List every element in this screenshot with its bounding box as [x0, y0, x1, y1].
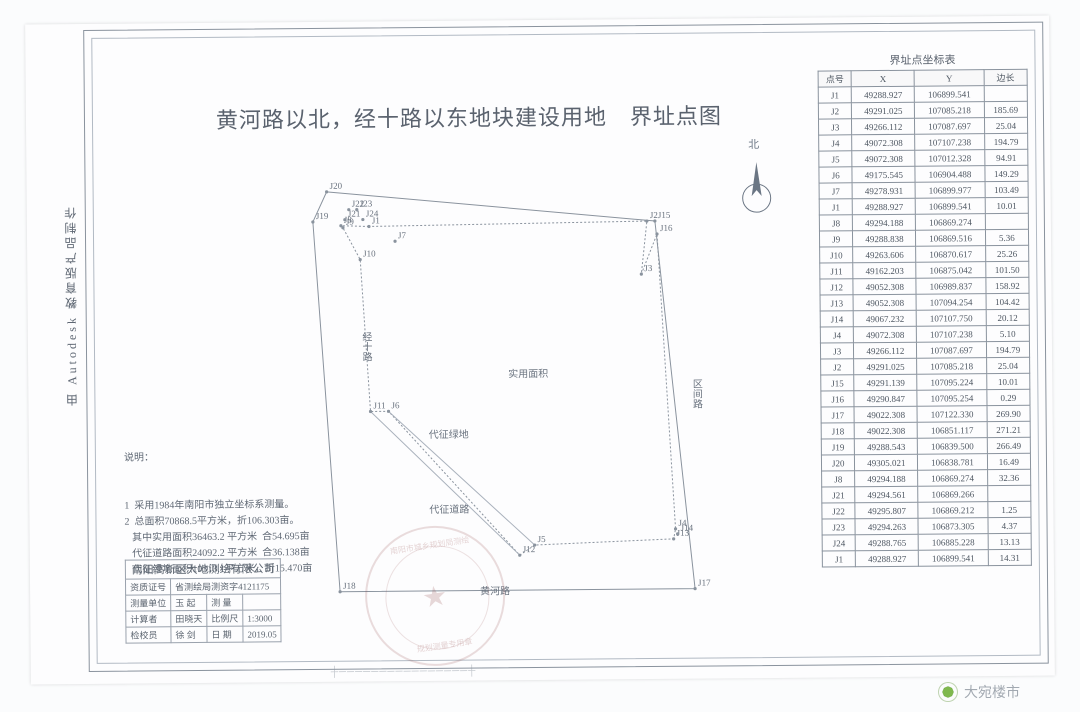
coord-header: Y	[914, 70, 984, 87]
coord-table: 点号XY边长 J149288.927106899.541J249291.0251…	[818, 69, 1032, 568]
coord-row: J2049305.021106838.78116.49	[821, 453, 1030, 471]
svg-text:J23: J23	[360, 198, 373, 208]
coord-row: J549072.308107012.32894.91	[819, 149, 1028, 167]
svg-text:J6: J6	[391, 400, 400, 410]
project-info-table: 南阳高新区大地测绘有限公司 资质证号省测绘局测资字4121175测量单位玉 起测…	[125, 558, 282, 643]
drawing-title: 黄河路以北，经十路以东地块建设用地 界址点图	[216, 98, 722, 134]
coord-row: J1849022.308106851.117271.21	[821, 421, 1030, 439]
watermark-text: 大宛楼市	[964, 682, 1020, 702]
west-road-label: 经十路	[358, 331, 373, 361]
svg-text:J17: J17	[698, 578, 711, 588]
actual-area-label: 实用面积	[508, 365, 548, 380]
svg-text:J20: J20	[330, 181, 343, 191]
svg-text:J14: J14	[681, 523, 694, 533]
coord-row: J2149294.561106869.266	[822, 485, 1031, 503]
proj-row: 资质证号省测绘局测资字4121175	[125, 578, 280, 595]
coord-header: X	[852, 70, 915, 87]
svg-text:J15: J15	[658, 210, 671, 220]
coord-row: J149288.927106899.54110.01	[819, 197, 1028, 215]
coord-row: J749278.931106899.977103.49	[819, 181, 1028, 199]
coord-row: J1549291.139107095.22410.01	[821, 373, 1030, 391]
compass-icon	[736, 158, 777, 218]
watermark: 大宛楼市	[938, 682, 1020, 702]
svg-text:J11: J11	[373, 400, 385, 410]
svg-text:J5: J5	[538, 534, 547, 544]
coord-header: 点号	[818, 71, 852, 87]
coord-row: J849294.188106869.27432.36	[822, 469, 1031, 487]
coord-row: J849294.188106869.274	[819, 213, 1028, 231]
east-road-label: 区间路	[688, 379, 703, 409]
autodesk-edu-label: 由 Autodesk 教育版产品制作	[62, 204, 81, 406]
svg-text:J10: J10	[363, 248, 376, 258]
coord-row: J1249052.308106989.837158.92	[820, 277, 1029, 295]
coord-row: J2249295.807106869.2121.25	[822, 501, 1031, 519]
desc-line: 2 总面积70868.5平方米，折106.303亩。	[124, 513, 312, 531]
page-scan: 由 Autodesk 教育版产品制作 黄河路以北，经十路以东地块建设用地 界址点…	[25, 16, 1055, 685]
proj-row: 计算者田晓天比例尺1:3000	[126, 610, 281, 627]
company-name: 南阳高新区大地测绘有限公司	[125, 559, 280, 579]
green-label: 代征绿地	[429, 426, 469, 441]
desc-line: 其中实用面积36463.2 平方米 合54.695亩	[125, 529, 313, 547]
proj-row: 测量单位玉 起测 量	[126, 594, 281, 611]
svg-text:J2: J2	[650, 210, 658, 220]
coord-row: J949288.838106869.5165.36	[819, 229, 1028, 247]
watermark-logo-icon	[938, 682, 958, 702]
coord-row: J249291.025107085.21825.04	[821, 357, 1030, 375]
footer-strip: ┼────────────────┼	[331, 666, 477, 678]
coord-table-wrap: 界址点坐标表 点号XY边长 J149288.927106899.541J2492…	[817, 51, 1032, 663]
desc-line: 1 采用1984年南阳市独立坐标系测量。	[124, 497, 312, 515]
coord-row: J1149162.203106875.042101.50	[820, 261, 1029, 279]
svg-text:J12: J12	[523, 544, 536, 554]
coord-row: J1949288.543106839.500266.49	[821, 437, 1030, 455]
coord-row: J149288.927106899.541	[818, 85, 1027, 103]
svg-text:J18: J18	[343, 581, 356, 591]
coord-row: J349266.112107087.69725.04	[818, 117, 1027, 135]
coord-row: J2449288.765106885.22813.13	[822, 533, 1031, 551]
coord-table-title: 界址点坐标表	[817, 51, 1027, 69]
svg-text:J24: J24	[366, 208, 379, 218]
coord-row: J449072.308107107.2385.10	[820, 325, 1029, 343]
coord-header: 边长	[984, 69, 1027, 85]
svg-text:J7: J7	[398, 230, 407, 240]
coord-row: J1449067.232107107.75020.12	[820, 309, 1029, 327]
proj-row: 检校员徐 剑日 期2019.05	[126, 626, 281, 643]
road-area-label: 代征道路	[429, 501, 469, 516]
coord-row: J1749022.308107122.330269.90	[821, 405, 1030, 423]
desc-header: 说明：	[124, 449, 312, 467]
coord-row: J649175.545106904.488149.29	[819, 165, 1028, 183]
coord-row: J249291.025107085.218185.69	[818, 101, 1027, 119]
coord-row: J2349294.263106873.3054.37	[822, 517, 1031, 535]
svg-text:J16: J16	[660, 223, 673, 233]
svg-text:J3: J3	[644, 263, 653, 273]
compass-north-label: 北	[748, 136, 759, 152]
svg-text:J19: J19	[316, 211, 329, 221]
coord-row: J449072.308107107.238194.79	[819, 133, 1028, 151]
coord-row: J1649290.847107095.2540.29	[821, 389, 1030, 407]
coord-row: J1049263.606106870.61725.26	[820, 245, 1029, 263]
coord-row: J349266.112107087.697194.79	[820, 341, 1029, 359]
coord-row: J149288.927106899.54114.31	[822, 549, 1031, 567]
coord-row: J1349052.308107094.254104.42	[820, 293, 1029, 311]
